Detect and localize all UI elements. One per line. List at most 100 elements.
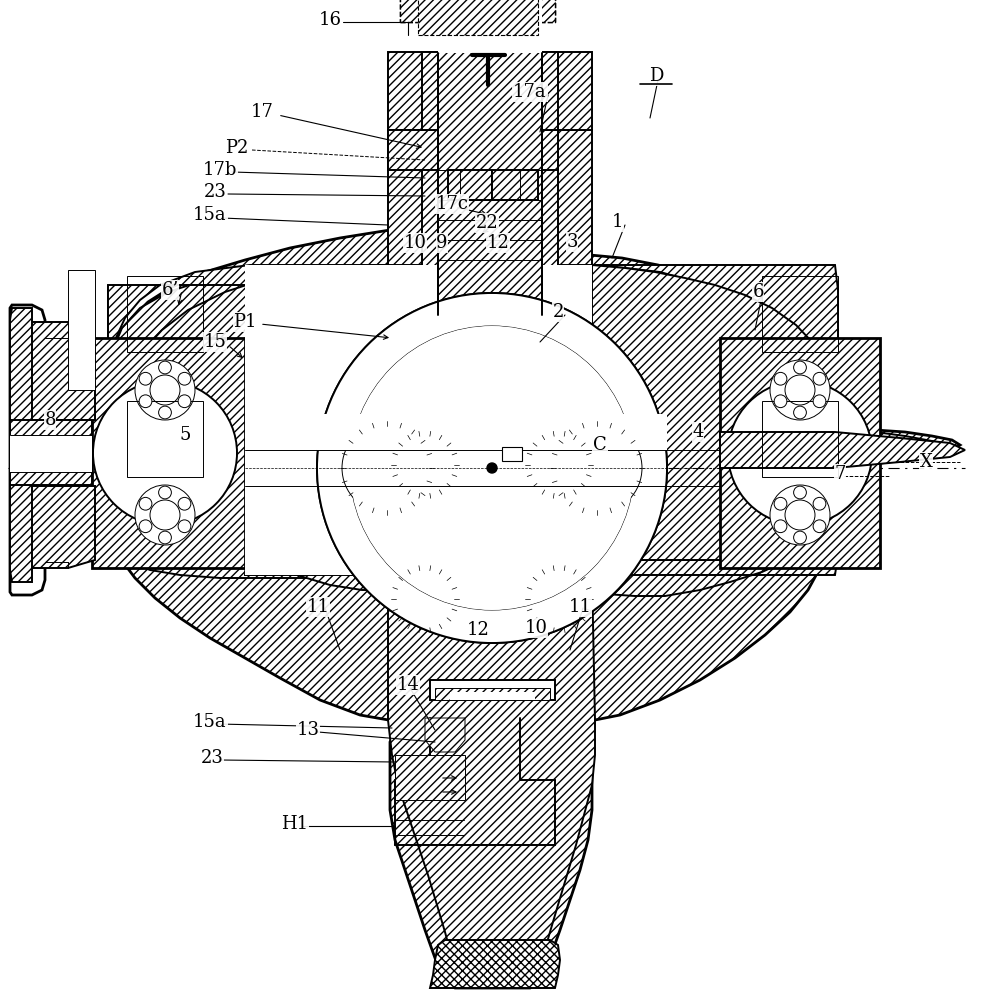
Text: 10: 10: [403, 234, 426, 252]
Polygon shape: [388, 52, 592, 130]
Circle shape: [158, 406, 171, 419]
Text: 7: 7: [834, 465, 845, 483]
Circle shape: [135, 485, 195, 545]
Polygon shape: [558, 130, 592, 265]
Polygon shape: [720, 432, 965, 468]
Circle shape: [813, 520, 826, 533]
Text: 5: 5: [179, 426, 191, 444]
Circle shape: [150, 500, 180, 530]
Polygon shape: [388, 130, 422, 265]
Polygon shape: [108, 340, 245, 555]
Polygon shape: [10, 435, 92, 472]
Circle shape: [794, 361, 806, 374]
Polygon shape: [108, 265, 388, 578]
Circle shape: [317, 293, 667, 643]
Text: 15a: 15a: [193, 206, 227, 224]
Circle shape: [342, 423, 432, 513]
Polygon shape: [592, 265, 840, 560]
Circle shape: [785, 500, 815, 530]
Circle shape: [178, 497, 191, 510]
Polygon shape: [592, 265, 952, 465]
Polygon shape: [560, 265, 835, 558]
Bar: [450, 692, 535, 700]
Circle shape: [728, 381, 872, 525]
Bar: [435, 688, 550, 700]
Circle shape: [774, 497, 787, 510]
Circle shape: [527, 503, 591, 567]
Polygon shape: [425, 718, 465, 752]
Polygon shape: [388, 575, 595, 988]
Polygon shape: [10, 420, 92, 485]
Text: 17c: 17c: [436, 195, 468, 213]
Circle shape: [135, 360, 195, 420]
Circle shape: [813, 497, 826, 510]
Polygon shape: [245, 265, 560, 558]
Circle shape: [178, 372, 191, 385]
Text: 12: 12: [466, 621, 489, 639]
Circle shape: [785, 375, 815, 405]
Bar: [127, 276, 203, 352]
Circle shape: [794, 486, 806, 499]
Polygon shape: [438, 52, 542, 315]
Text: 10: 10: [524, 619, 547, 637]
Circle shape: [487, 463, 497, 473]
Polygon shape: [205, 432, 388, 590]
Polygon shape: [492, 170, 538, 200]
Circle shape: [770, 360, 830, 420]
Bar: [317, 414, 667, 450]
Text: 17b: 17b: [203, 161, 237, 179]
Text: 16: 16: [319, 11, 341, 29]
Text: X: X: [920, 453, 933, 471]
Circle shape: [334, 310, 650, 626]
Circle shape: [139, 497, 152, 510]
Text: C: C: [593, 436, 607, 454]
Text: D: D: [648, 67, 663, 85]
Circle shape: [139, 372, 152, 385]
Text: 2: 2: [552, 303, 564, 321]
Text: 11: 11: [306, 598, 330, 616]
Polygon shape: [10, 308, 32, 582]
Circle shape: [178, 395, 191, 408]
Text: P2: P2: [225, 139, 249, 157]
Circle shape: [774, 372, 787, 385]
Circle shape: [774, 395, 787, 408]
Circle shape: [350, 326, 634, 610]
Text: 11: 11: [569, 598, 591, 616]
Circle shape: [552, 423, 642, 513]
Polygon shape: [592, 462, 835, 560]
Polygon shape: [592, 520, 840, 596]
Bar: [68, 270, 95, 390]
Text: 15: 15: [204, 333, 226, 351]
Polygon shape: [108, 130, 960, 988]
Bar: [400, 0, 555, 22]
Text: 4: 4: [693, 423, 704, 441]
Text: 9: 9: [436, 234, 448, 252]
Text: 12: 12: [486, 234, 510, 252]
Text: P1: P1: [233, 313, 257, 331]
Circle shape: [794, 531, 806, 544]
Bar: [762, 401, 838, 477]
Text: 17: 17: [251, 103, 274, 121]
Bar: [395, 755, 465, 800]
Text: 3: 3: [566, 233, 578, 251]
Polygon shape: [317, 293, 667, 643]
Circle shape: [93, 381, 237, 525]
Polygon shape: [720, 338, 880, 568]
Polygon shape: [10, 486, 95, 568]
Polygon shape: [10, 305, 45, 595]
Text: 15a: 15a: [193, 713, 227, 731]
Text: 22: 22: [475, 214, 498, 232]
Bar: [418, 0, 538, 35]
Circle shape: [794, 406, 806, 419]
Circle shape: [139, 520, 152, 533]
Circle shape: [158, 361, 171, 374]
Circle shape: [770, 485, 830, 545]
Polygon shape: [388, 130, 558, 170]
Polygon shape: [92, 338, 245, 568]
Bar: [762, 276, 838, 352]
Circle shape: [150, 375, 180, 405]
Text: 6’: 6’: [161, 281, 179, 299]
Circle shape: [350, 326, 634, 610]
Polygon shape: [108, 265, 388, 575]
Bar: [400, 0, 555, 22]
